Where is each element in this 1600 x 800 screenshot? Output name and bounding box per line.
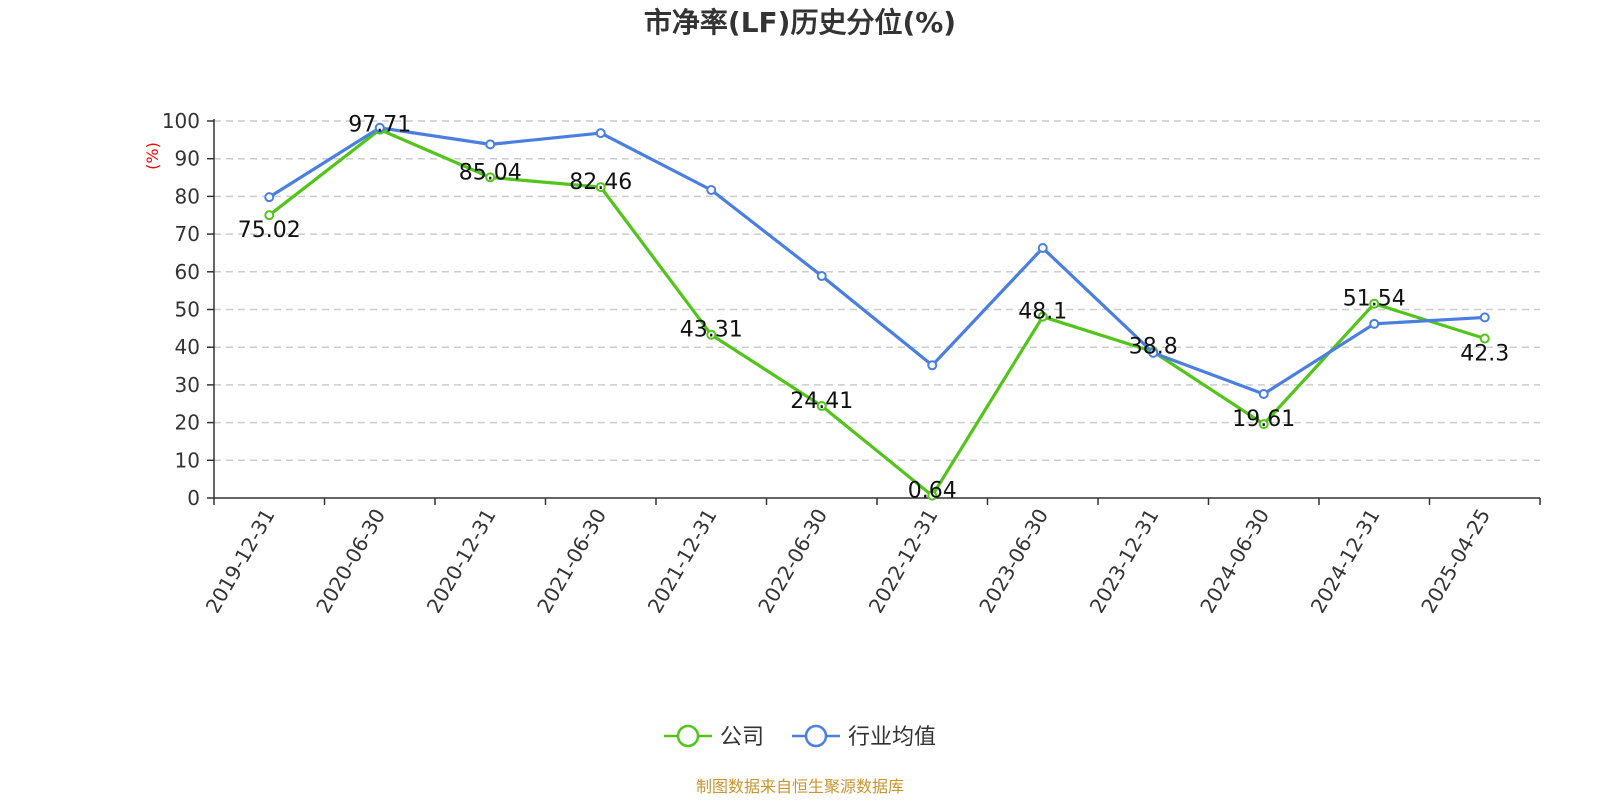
y-tick-label: 80 <box>175 184 200 208</box>
data-point-0 <box>485 172 496 183</box>
x-tick-label: 2022-12-31 <box>864 505 943 618</box>
data-label: 43.31 <box>680 318 743 343</box>
data-point-0 <box>1369 298 1380 309</box>
x-tick-label: 2021-12-31 <box>643 505 722 618</box>
legend-label: 行业均值 <box>848 725 936 750</box>
y-tick-label: 90 <box>175 147 200 171</box>
data-point-1 <box>264 192 275 203</box>
x-tick-label: 2024-06-30 <box>1195 505 1274 618</box>
data-point-1 <box>1148 347 1159 358</box>
data-label: 42.3 <box>1460 342 1509 367</box>
data-point-0 <box>1258 419 1269 430</box>
data-point-0 <box>816 400 827 411</box>
chart-title: 市净率(LF)历史分位(%) <box>644 6 956 39</box>
data-point-0 <box>706 329 717 340</box>
x-tick-label: 2024-12-31 <box>1306 505 1385 618</box>
data-point-0 <box>1037 311 1048 322</box>
legend[interactable]: 公司 行业均值 <box>664 724 936 750</box>
x-tick-label: 2025-04-25 <box>1416 505 1495 618</box>
legend-marker <box>804 724 828 748</box>
y-axis: 0 10 20 30 40 50 60 70 80 90 100 <box>162 109 215 510</box>
y-tick-label: 60 <box>175 260 200 284</box>
series-layer <box>264 122 1490 501</box>
data-point-0 <box>1479 333 1490 344</box>
data-label: 51.54 <box>1343 287 1406 312</box>
y-tick-label: 20 <box>175 411 200 435</box>
x-tick-label: 2023-06-30 <box>974 505 1053 618</box>
x-tick-label: 2022-06-30 <box>753 505 832 618</box>
data-label: 24.41 <box>790 389 853 414</box>
legend-marker <box>676 724 700 748</box>
data-point-1 <box>816 270 827 281</box>
data-label: 48.1 <box>1018 300 1067 325</box>
y-tick-label: 100 <box>162 109 200 133</box>
x-tick-label: 2019-12-31 <box>201 505 280 618</box>
y-tick-label: 0 <box>187 486 200 510</box>
data-point-1 <box>1369 318 1380 329</box>
data-label: 75.02 <box>238 218 301 243</box>
data-label: 0.64 <box>908 479 957 504</box>
data-label: 85.04 <box>459 160 522 185</box>
data-point-1 <box>374 122 385 133</box>
data-point-0 <box>927 490 938 501</box>
data-point-1 <box>595 128 606 139</box>
data-point-1 <box>1258 388 1269 399</box>
data-label: 97.71 <box>348 113 411 138</box>
data-point-1 <box>927 360 938 371</box>
data-point-0 <box>595 182 606 193</box>
y-tick-label: 50 <box>175 298 200 322</box>
y-tick-label: 40 <box>175 335 200 359</box>
legend-label: 公司 <box>720 725 764 750</box>
source-note: 制图数据来自恒生聚源数据库 <box>696 777 904 796</box>
series-line-0 <box>268 128 1486 498</box>
data-point-1 <box>706 184 717 195</box>
data-label: 19.61 <box>1232 407 1295 432</box>
x-tick-label: 2020-06-30 <box>311 505 390 618</box>
y-tick-label: 30 <box>175 373 200 397</box>
y-tick-label: 70 <box>175 222 200 246</box>
legend-item-1[interactable]: 行业均值 <box>792 724 936 750</box>
series-line-1 <box>268 126 1485 396</box>
data-point-1 <box>485 139 496 150</box>
data-point-1 <box>1479 312 1490 323</box>
x-axis: 2019-12-31 2020-06-30 2020-12-31 2021-06-30… <box>201 497 1541 618</box>
grid-lines <box>214 120 1540 462</box>
data-point-0 <box>264 210 275 221</box>
x-tick-label: 2020-12-31 <box>422 505 501 618</box>
x-tick-label: 2021-06-30 <box>532 505 611 618</box>
x-tick-label: 2023-12-31 <box>1085 505 1164 618</box>
data-label: 38.8 <box>1129 335 1178 360</box>
data-label: 82.46 <box>569 170 632 195</box>
data-point-1 <box>1037 243 1048 254</box>
data-labels: 75.02 97.71 85.04 82.46 43.31 24.41 0.64 48.1 38… <box>238 113 1509 504</box>
y-tick-label: 10 <box>175 448 200 472</box>
y-axis-label: (%) <box>143 142 162 170</box>
legend-item-0[interactable]: 公司 <box>664 724 764 750</box>
